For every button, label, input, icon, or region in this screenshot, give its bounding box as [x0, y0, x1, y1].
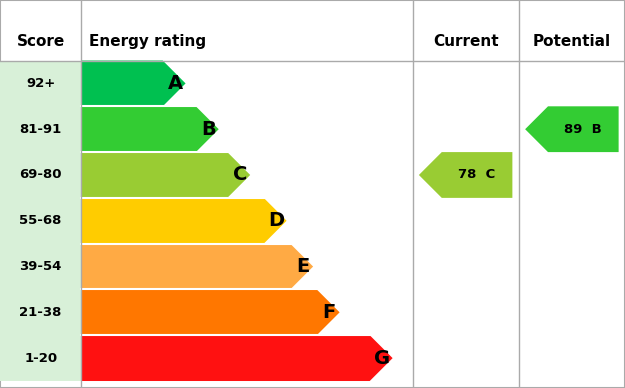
Text: 1-20: 1-20: [24, 352, 58, 365]
Polygon shape: [81, 61, 186, 106]
Text: Energy rating: Energy rating: [89, 35, 206, 49]
Text: E: E: [296, 257, 309, 276]
Polygon shape: [81, 289, 339, 335]
Text: 69-80: 69-80: [19, 168, 62, 182]
Text: 55-68: 55-68: [19, 214, 62, 227]
Polygon shape: [525, 106, 619, 152]
Text: 92+: 92+: [26, 77, 55, 90]
Text: 21-38: 21-38: [19, 306, 62, 319]
Polygon shape: [81, 244, 313, 289]
Text: Current: Current: [432, 35, 499, 49]
Text: F: F: [322, 303, 336, 322]
Text: B: B: [201, 120, 216, 139]
Text: A: A: [168, 74, 183, 93]
Polygon shape: [81, 106, 219, 152]
Text: 39-54: 39-54: [19, 260, 62, 273]
Text: D: D: [268, 211, 284, 230]
Polygon shape: [419, 152, 512, 198]
Text: C: C: [232, 166, 247, 184]
Bar: [0, 61, 81, 381]
Text: Score: Score: [16, 35, 65, 49]
Text: G: G: [374, 349, 391, 367]
Polygon shape: [81, 152, 250, 198]
Text: 89  B: 89 B: [564, 123, 602, 136]
Polygon shape: [81, 198, 287, 244]
Text: 78  C: 78 C: [459, 168, 496, 182]
Text: 81-91: 81-91: [19, 123, 62, 136]
Polygon shape: [81, 335, 392, 381]
Text: Potential: Potential: [532, 35, 611, 49]
